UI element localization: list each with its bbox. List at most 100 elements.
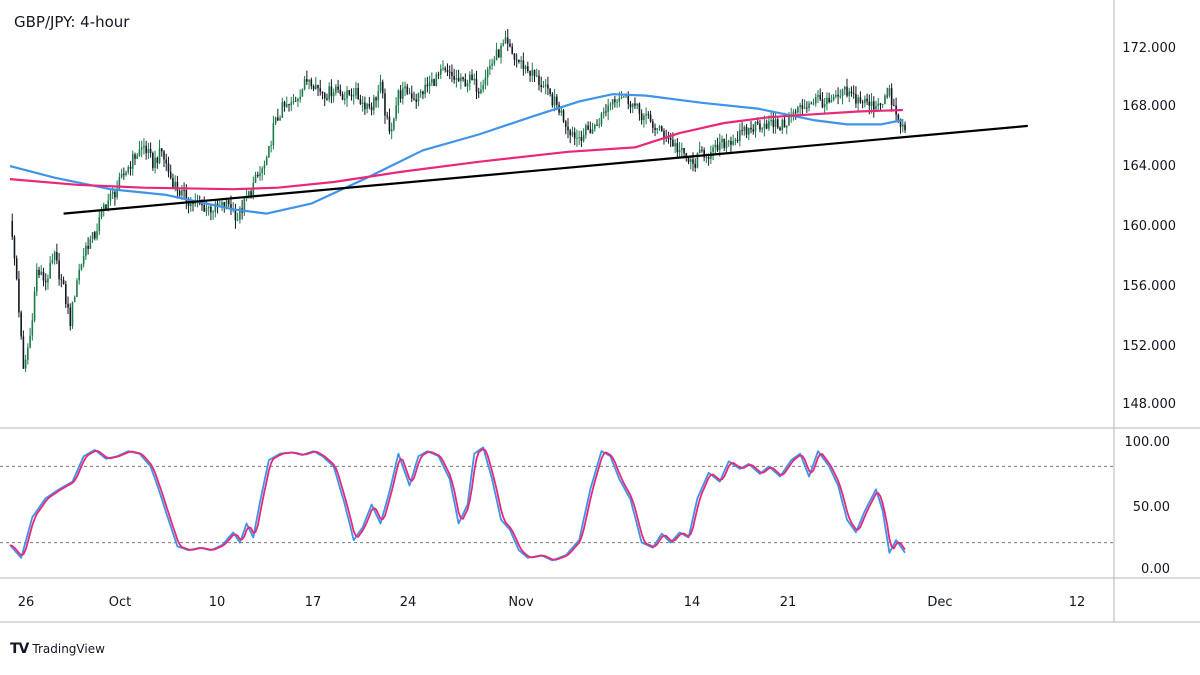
candle-body	[346, 90, 348, 99]
candle-body	[683, 147, 685, 154]
candle-body	[149, 148, 152, 154]
candle-body	[185, 190, 188, 202]
candle-body	[100, 209, 103, 218]
candle-body	[442, 68, 444, 70]
candle-body	[384, 93, 386, 116]
candle-body	[375, 97, 377, 101]
candle-body	[571, 132, 574, 136]
candle-body	[24, 359, 27, 369]
candle-body	[118, 177, 121, 189]
candle-body	[259, 173, 261, 177]
candle-body	[326, 98, 328, 100]
time-tick-label: Oct	[109, 595, 131, 610]
candle-body	[897, 114, 900, 122]
candle-body	[864, 98, 866, 104]
candle-body	[875, 106, 877, 110]
candle-body	[292, 100, 295, 103]
candle-body	[207, 206, 210, 208]
candle-body	[794, 111, 797, 113]
candle-body	[656, 128, 659, 131]
candle-body	[60, 279, 63, 281]
candle-body	[783, 119, 786, 128]
candle-body	[529, 70, 531, 76]
candle-body	[638, 103, 641, 114]
candle-body	[582, 134, 585, 141]
candle-body	[868, 101, 871, 106]
candle-body	[337, 86, 339, 90]
candle-body	[87, 245, 89, 249]
candle-body	[268, 145, 270, 158]
candle-body	[399, 90, 402, 99]
candle-body	[167, 163, 170, 172]
candle-body	[725, 141, 728, 149]
candle-body	[681, 147, 683, 151]
candle-body	[42, 271, 45, 281]
candle-body	[741, 130, 743, 132]
candle-body	[605, 111, 607, 113]
candle-body	[803, 107, 806, 109]
candle-body	[812, 103, 815, 105]
candle-body	[62, 279, 65, 285]
candle-body	[527, 66, 529, 71]
tradingview-brand[interactable]: TV TradingView	[10, 641, 105, 657]
candle-body	[67, 303, 69, 308]
candle-body	[549, 88, 551, 95]
candle-body	[426, 84, 429, 87]
candle-body	[627, 94, 630, 104]
candle-body	[299, 96, 301, 99]
axes-layer: 172.000 168.000 164.000 160.000 156.000 152.0…	[18, 41, 1176, 610]
candle-body	[518, 59, 520, 63]
candle-body	[140, 147, 143, 150]
candle-body	[857, 97, 859, 104]
candle-body	[415, 99, 418, 102]
candle-body	[674, 143, 676, 147]
candle-body	[899, 121, 902, 127]
candle-body	[498, 49, 500, 58]
candle-body	[750, 127, 752, 130]
candle-body	[502, 43, 505, 46]
candle-body	[169, 171, 172, 179]
candle-body	[616, 101, 618, 103]
candle-body	[163, 151, 165, 160]
candle-body	[468, 74, 471, 84]
candle-body	[181, 190, 183, 196]
candle-body	[417, 92, 420, 102]
moving-average-slow-line	[9, 108, 903, 191]
candle-body	[18, 278, 20, 313]
candle-body	[256, 174, 259, 177]
candle-body	[600, 113, 603, 125]
candle-body	[663, 131, 665, 137]
candle-body	[214, 203, 217, 212]
candle-body	[859, 97, 862, 103]
candle-body	[495, 49, 498, 61]
candle-body	[355, 88, 357, 96]
candle-body	[810, 103, 813, 105]
candle-body	[105, 204, 107, 209]
candle-body	[15, 258, 18, 279]
candle-body	[500, 45, 502, 58]
candle-body	[317, 84, 319, 89]
candle-body	[739, 130, 741, 141]
candle-body	[652, 121, 654, 128]
candle-body	[165, 159, 168, 164]
candle-body	[493, 60, 496, 64]
candle-body	[747, 127, 750, 135]
candle-body	[335, 86, 337, 93]
candle-body	[712, 147, 714, 152]
candle-body	[598, 124, 601, 126]
candle-body	[602, 111, 605, 114]
candle-body	[109, 193, 112, 201]
candle-body	[366, 104, 368, 110]
candle-body	[466, 83, 469, 87]
candle-body	[310, 79, 313, 87]
candle-body	[395, 105, 397, 119]
candle-body	[560, 110, 563, 113]
candle-body	[120, 173, 123, 178]
candle-body	[837, 94, 839, 97]
candle-body	[408, 93, 411, 95]
candle-body	[540, 84, 543, 88]
candle-body	[723, 138, 726, 149]
candle-body	[308, 79, 310, 82]
candle-body	[848, 91, 851, 96]
oscillator-tick-label: 100.00	[1125, 435, 1171, 450]
